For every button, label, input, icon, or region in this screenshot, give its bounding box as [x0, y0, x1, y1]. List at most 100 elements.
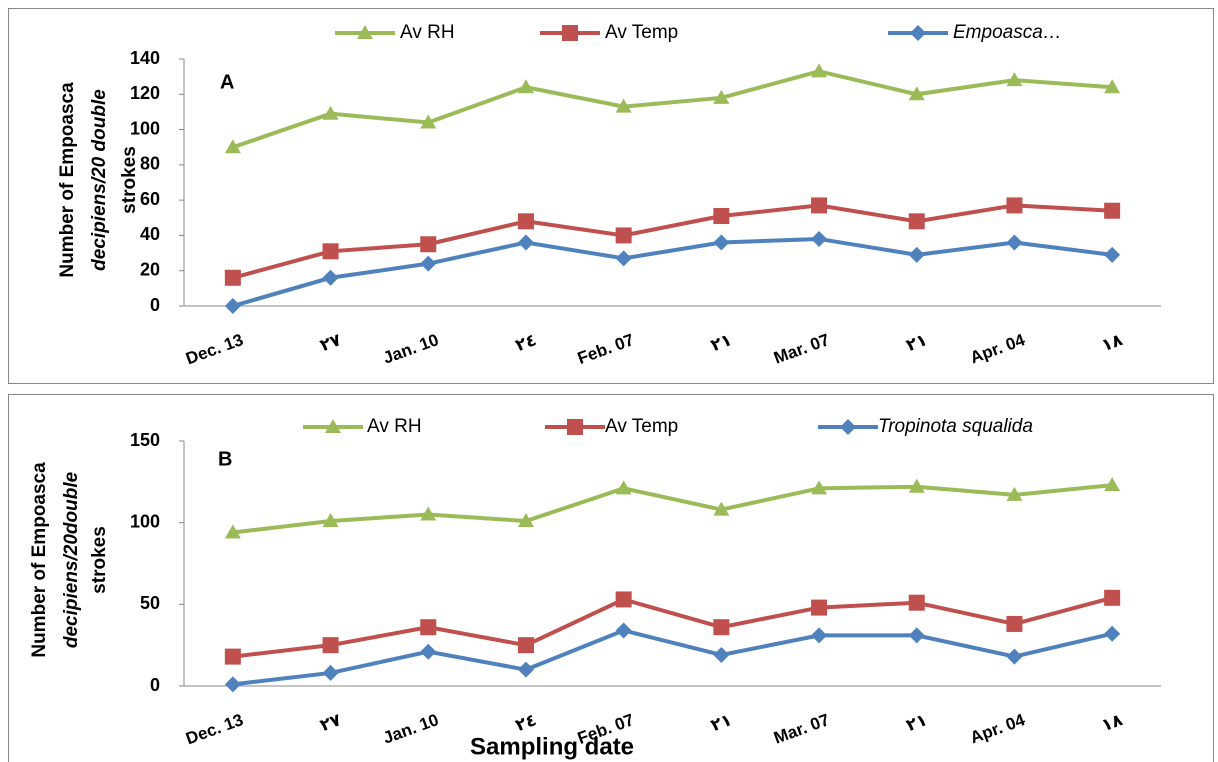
point — [1104, 79, 1121, 94]
x-tick-label: Dec. 13 — [183, 330, 245, 368]
point — [908, 627, 925, 644]
y-tick-label: 20 — [140, 259, 160, 279]
legend-marker — [910, 25, 926, 41]
point — [420, 619, 437, 636]
point — [615, 591, 632, 608]
point — [420, 236, 437, 253]
point — [322, 269, 339, 286]
point — [322, 664, 339, 681]
legend-marker — [840, 419, 856, 435]
point — [811, 480, 828, 495]
point — [224, 524, 241, 539]
point — [908, 594, 925, 611]
point — [811, 63, 828, 78]
x-tick-label: Dec. 13 — [183, 710, 245, 748]
point — [322, 637, 339, 654]
x-tick-label: Mar. 07 — [771, 710, 832, 748]
point — [1006, 72, 1023, 87]
point — [420, 114, 437, 129]
y-tick-label: 0 — [150, 675, 160, 695]
y-tick-label: 150 — [130, 430, 160, 450]
panel-label: B — [218, 448, 232, 470]
y-tick-label: 140 — [130, 48, 160, 68]
x-tick-label: ١٨ — [1099, 330, 1126, 355]
point — [1104, 246, 1121, 263]
y-tick-label: 80 — [140, 154, 160, 174]
point — [517, 79, 534, 94]
point — [615, 480, 632, 495]
point — [517, 661, 534, 678]
y-axis-label: Number of Empoasca — [57, 82, 78, 278]
series-line — [232, 69, 1113, 150]
point — [224, 676, 241, 693]
y-tick-label: 100 — [130, 511, 160, 531]
series-line — [232, 236, 1113, 308]
y-axis-label: strokes — [119, 146, 140, 214]
point — [224, 139, 241, 154]
panel-frame — [8, 394, 1214, 762]
point — [1104, 625, 1121, 642]
panel-frame — [8, 8, 1214, 384]
point — [1006, 234, 1023, 251]
y-tick-label: 0 — [150, 295, 160, 315]
y-tick-label: 100 — [130, 118, 160, 138]
y-axis-label: decipiens/20double — [61, 471, 82, 648]
point — [713, 234, 730, 251]
point — [713, 619, 730, 636]
x-tick-label: Mar. 07 — [771, 330, 832, 368]
point — [420, 255, 437, 272]
x-tick-label: ٢٤ — [513, 330, 539, 355]
series-line — [232, 628, 1113, 687]
point — [224, 298, 241, 314]
x-axis-label: Sampling date — [470, 733, 634, 760]
y-axis-label: Number of Empoasca — [29, 462, 50, 658]
point — [1104, 589, 1121, 606]
series-line — [232, 595, 1113, 659]
point — [517, 234, 534, 251]
panel-label: A — [220, 71, 234, 93]
y-axis-label: strokes — [89, 526, 110, 594]
point — [1006, 648, 1023, 665]
legend-marker — [567, 419, 583, 435]
legend-marker — [562, 25, 578, 41]
point — [322, 513, 339, 528]
x-tick-label: Apr. 04 — [968, 330, 1028, 367]
point — [1006, 615, 1023, 632]
x-tick-label: Jan. 10 — [380, 330, 441, 368]
point — [224, 269, 241, 286]
legend-label: Av Temp — [605, 416, 678, 437]
x-tick-label: ٢١ — [708, 710, 734, 735]
x-tick-label: Jan. 10 — [380, 710, 441, 748]
point — [420, 643, 437, 660]
point — [615, 98, 632, 113]
point — [322, 105, 339, 120]
y-tick-label: 60 — [140, 189, 160, 209]
point — [615, 250, 632, 267]
x-tick-label: ٢١ — [904, 710, 930, 735]
point — [908, 246, 925, 263]
point — [713, 208, 730, 225]
x-tick-label: ٢٤ — [513, 710, 539, 735]
point — [615, 227, 632, 244]
point — [713, 501, 730, 516]
point — [517, 513, 534, 528]
legend-marker — [325, 419, 341, 433]
x-tick-label: Apr. 04 — [968, 710, 1028, 747]
legend-marker — [357, 25, 373, 39]
point — [811, 627, 828, 644]
point — [517, 637, 534, 654]
y-tick-label: 120 — [130, 83, 160, 103]
point — [1104, 477, 1121, 492]
legend-label: Tropinota squalida — [878, 416, 1033, 437]
point — [908, 213, 925, 230]
point — [713, 89, 730, 104]
point — [811, 230, 828, 247]
series-line — [232, 203, 1113, 280]
point — [517, 213, 534, 230]
y-axis-label: decipiens/20 double — [89, 89, 110, 271]
series-line — [232, 483, 1113, 535]
x-tick-label: ١٨ — [1099, 710, 1126, 735]
x-tick-label: ٢١ — [708, 330, 734, 355]
point — [811, 197, 828, 214]
